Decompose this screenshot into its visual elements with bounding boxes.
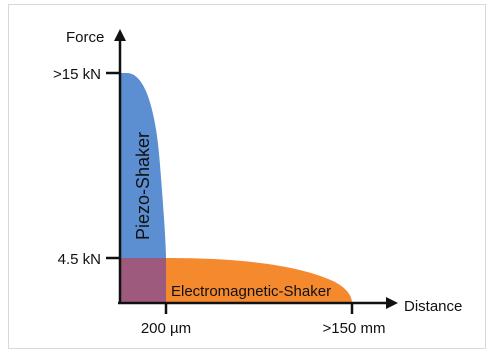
x-tick-label-200um: 200 µm [141,320,191,337]
electromagnetic-shaker-region [120,258,352,303]
electromagnetic-shaker-label: Electromagnetic-Shaker [171,283,331,300]
piezo-shaker-label: Piezo-Shaker [133,132,153,240]
x-tick-label-150mm: >150 mm [323,320,386,337]
y-tick-label-low: 4.5 kN [58,251,101,268]
y-tick-label-high: >15 kN [53,66,101,83]
piezo-shaker-region [120,73,166,258]
y-axis-label: Force [66,29,104,46]
overlap-region [120,258,166,303]
x-axis-label: Distance [404,298,462,315]
y-axis-arrowhead [114,29,126,41]
x-axis-arrowhead [386,297,398,309]
